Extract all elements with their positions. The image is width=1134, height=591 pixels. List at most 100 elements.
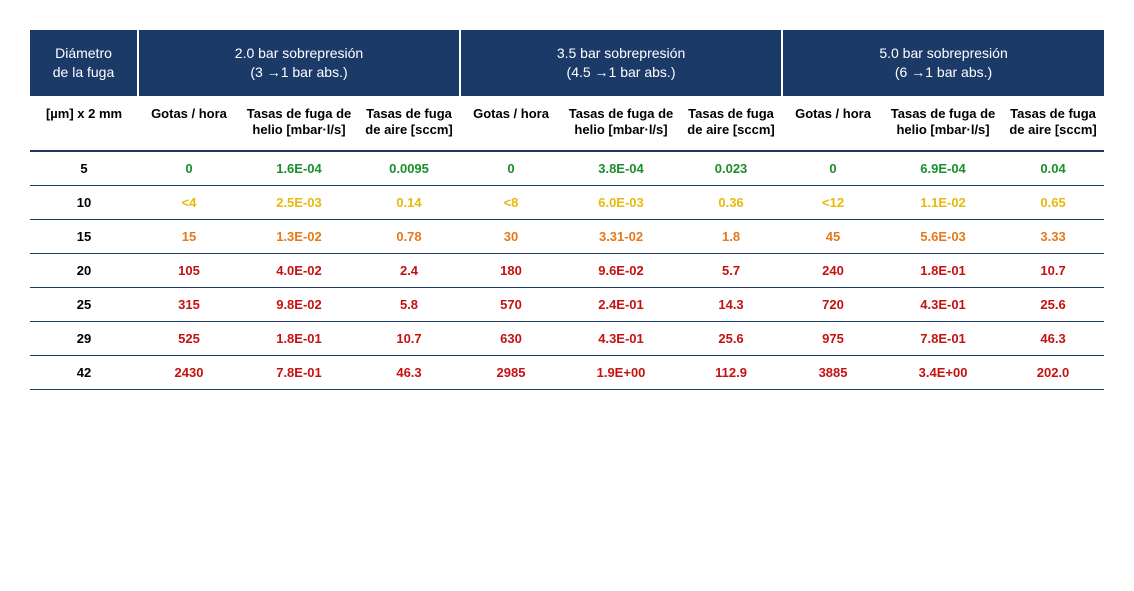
- cell-he: 1.3E-02: [240, 220, 358, 254]
- cell-air: 25.6: [1002, 288, 1104, 322]
- header-subhead-row: [µm] x 2 mm Gotas / hora Tasas de fuga d…: [30, 96, 1104, 152]
- cell-air: 0.78: [358, 220, 460, 254]
- cell-drops: <12: [782, 186, 884, 220]
- cell-drops: <4: [138, 186, 240, 220]
- cell-diameter: 15: [30, 220, 138, 254]
- table-row: 15151.3E-020.78303.31-021.8455.6E-033.33: [30, 220, 1104, 254]
- cell-air: 5.7: [680, 254, 782, 288]
- cell-he: 3.31-02: [562, 220, 680, 254]
- header-group-0: 2.0 bar sobrepresión (3 →1 bar abs.): [138, 30, 460, 96]
- cell-diameter: 29: [30, 322, 138, 356]
- header-group-2-line2: (6 →1 bar abs.): [789, 63, 1098, 82]
- leak-rate-table: Diámetro de la fuga 2.0 bar sobrepresión…: [30, 30, 1104, 390]
- header-group-1: 3.5 bar sobrepresión (4.5 →1 bar abs.): [460, 30, 782, 96]
- cell-drops: 315: [138, 288, 240, 322]
- cell-drops: 0: [460, 151, 562, 186]
- subhead-diam: [µm] x 2 mm: [30, 96, 138, 152]
- cell-diameter: 25: [30, 288, 138, 322]
- cell-air: 3.33: [1002, 220, 1104, 254]
- table-row: 4224307.8E-0146.329851.9E+00112.938853.4…: [30, 356, 1104, 390]
- cell-he: 1.6E-04: [240, 151, 358, 186]
- cell-air: 5.8: [358, 288, 460, 322]
- cell-he: 6.9E-04: [884, 151, 1002, 186]
- header-group-2: 5.0 bar sobrepresión (6 →1 bar abs.): [782, 30, 1104, 96]
- header-group-1-line2: (4.5 →1 bar abs.): [467, 63, 775, 82]
- header-group-0-line2: (3 →1 bar abs.): [145, 63, 453, 82]
- cell-air: 0.36: [680, 186, 782, 220]
- cell-air: 46.3: [358, 356, 460, 390]
- cell-drops: 570: [460, 288, 562, 322]
- header-group-0-line1: 2.0 bar sobrepresión: [145, 44, 453, 63]
- cell-air: 25.6: [680, 322, 782, 356]
- cell-drops: 720: [782, 288, 884, 322]
- cell-air: 0.65: [1002, 186, 1104, 220]
- header-diameter-line1: Diámetro: [36, 44, 131, 63]
- cell-he: 7.8E-01: [884, 322, 1002, 356]
- subhead-air-1: Tasas de fuga de aire [sccm]: [680, 96, 782, 152]
- cell-air: 46.3: [1002, 322, 1104, 356]
- cell-he: 4.3E-01: [884, 288, 1002, 322]
- cell-air: 14.3: [680, 288, 782, 322]
- subhead-drops-0: Gotas / hora: [138, 96, 240, 152]
- cell-drops: 0: [138, 151, 240, 186]
- cell-drops: 2985: [460, 356, 562, 390]
- table-row: 10<42.5E-030.14<86.0E-030.36<121.1E-020.…: [30, 186, 1104, 220]
- cell-he: 1.9E+00: [562, 356, 680, 390]
- cell-air: 0.04: [1002, 151, 1104, 186]
- cell-drops: 0: [782, 151, 884, 186]
- cell-drops: 630: [460, 322, 562, 356]
- cell-drops: 525: [138, 322, 240, 356]
- header-diameter: Diámetro de la fuga: [30, 30, 138, 96]
- cell-drops: 3885: [782, 356, 884, 390]
- cell-diameter: 20: [30, 254, 138, 288]
- cell-he: 6.0E-03: [562, 186, 680, 220]
- cell-diameter: 5: [30, 151, 138, 186]
- header-group-1-line1: 3.5 bar sobrepresión: [467, 44, 775, 63]
- subhead-drops-1: Gotas / hora: [460, 96, 562, 152]
- cell-diameter: 10: [30, 186, 138, 220]
- cell-air: 0.023: [680, 151, 782, 186]
- cell-drops: 15: [138, 220, 240, 254]
- cell-drops: 105: [138, 254, 240, 288]
- cell-air: 10.7: [1002, 254, 1104, 288]
- cell-air: 112.9: [680, 356, 782, 390]
- cell-he: 9.6E-02: [562, 254, 680, 288]
- cell-air: 1.8: [680, 220, 782, 254]
- cell-he: 2.5E-03: [240, 186, 358, 220]
- cell-drops: 2430: [138, 356, 240, 390]
- cell-drops: 975: [782, 322, 884, 356]
- cell-air: 2.4: [358, 254, 460, 288]
- cell-drops: 30: [460, 220, 562, 254]
- cell-drops: 180: [460, 254, 562, 288]
- cell-air: 0.0095: [358, 151, 460, 186]
- subhead-air-2: Tasas de fuga de aire [sccm]: [1002, 96, 1104, 152]
- cell-drops: <8: [460, 186, 562, 220]
- table-row: 501.6E-040.009503.8E-040.02306.9E-040.04: [30, 151, 1104, 186]
- subhead-drops-2: Gotas / hora: [782, 96, 884, 152]
- table-row: 295251.8E-0110.76304.3E-0125.69757.8E-01…: [30, 322, 1104, 356]
- table-body: 501.6E-040.009503.8E-040.02306.9E-040.04…: [30, 151, 1104, 390]
- cell-he: 7.8E-01: [240, 356, 358, 390]
- table-row: 253159.8E-025.85702.4E-0114.37204.3E-012…: [30, 288, 1104, 322]
- cell-he: 1.8E-01: [884, 254, 1002, 288]
- header-diameter-line2: de la fuga: [36, 63, 131, 82]
- header-group-2-line1: 5.0 bar sobrepresión: [789, 44, 1098, 63]
- cell-he: 5.6E-03: [884, 220, 1002, 254]
- cell-he: 2.4E-01: [562, 288, 680, 322]
- cell-diameter: 42: [30, 356, 138, 390]
- cell-he: 1.1E-02: [884, 186, 1002, 220]
- subhead-helium-2: Tasas de fuga de helio [mbar·l/s]: [884, 96, 1002, 152]
- cell-air: 10.7: [358, 322, 460, 356]
- cell-he: 3.4E+00: [884, 356, 1002, 390]
- cell-air: 202.0: [1002, 356, 1104, 390]
- cell-he: 4.3E-01: [562, 322, 680, 356]
- subhead-helium-0: Tasas de fuga de helio [mbar·l/s]: [240, 96, 358, 152]
- cell-he: 3.8E-04: [562, 151, 680, 186]
- cell-air: 0.14: [358, 186, 460, 220]
- table-row: 201054.0E-022.41809.6E-025.72401.8E-0110…: [30, 254, 1104, 288]
- header-pressure-row: Diámetro de la fuga 2.0 bar sobrepresión…: [30, 30, 1104, 96]
- subhead-air-0: Tasas de fuga de aire [sccm]: [358, 96, 460, 152]
- cell-he: 1.8E-01: [240, 322, 358, 356]
- subhead-helium-1: Tasas de fuga de helio [mbar·l/s]: [562, 96, 680, 152]
- cell-drops: 240: [782, 254, 884, 288]
